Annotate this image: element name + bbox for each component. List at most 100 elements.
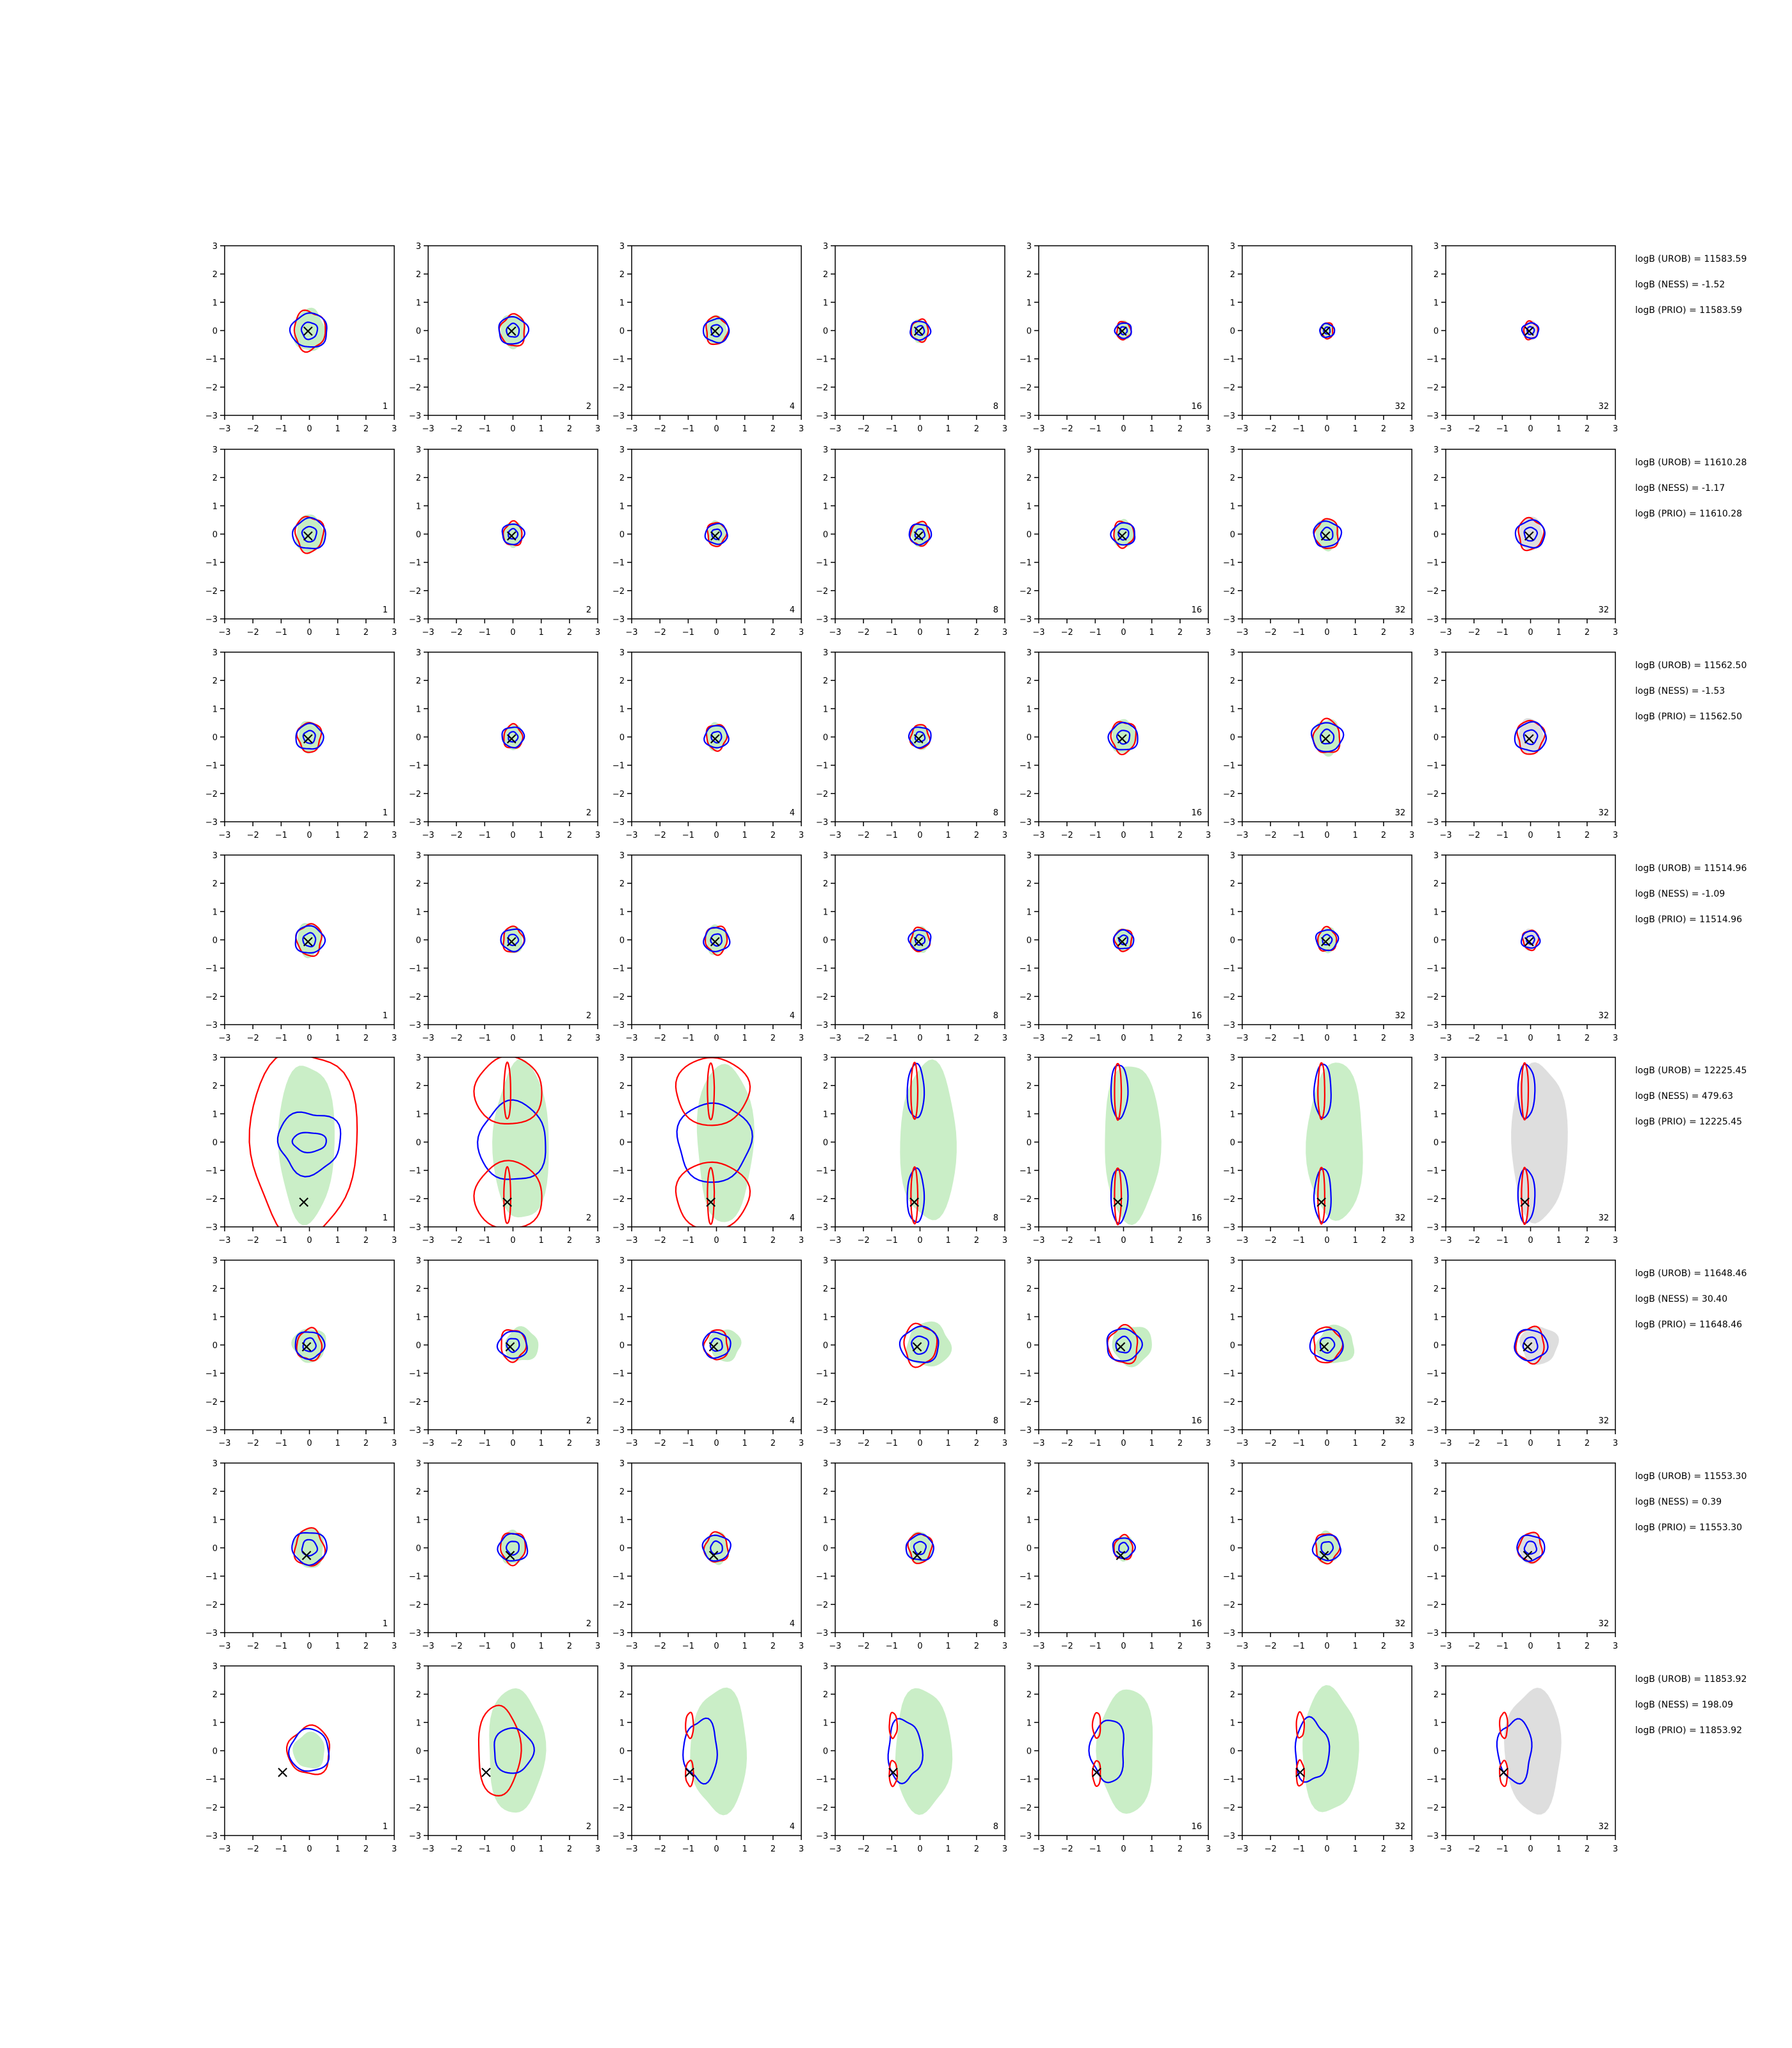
panel-iteration-label: 1 [383, 402, 388, 412]
red-contour [705, 724, 728, 752]
y-tick-label: −1 [1427, 964, 1439, 974]
y-tick-label: −3 [205, 1629, 218, 1638]
y-tick-label: −2 [816, 587, 828, 596]
blue-contour [1520, 930, 1541, 949]
blue-contour [908, 929, 932, 952]
red-contour [1317, 1167, 1326, 1225]
plot-area [473, 1057, 549, 1227]
y-tick-label: −3 [409, 412, 421, 421]
x-tick-label: −3 [422, 628, 434, 637]
true-point-marker: × [886, 1763, 900, 1782]
x-tick-label: −1 [275, 1236, 287, 1245]
y-tick-label: 1 [620, 1516, 625, 1525]
x-tick-label: −3 [1236, 1034, 1248, 1043]
panel-r6-c6: × −3 −2 −1 0 1 2 3 −3 −2 −1 0 1 2 3 32 [1223, 1256, 1414, 1448]
panel-iteration-label: 32 [1395, 1416, 1405, 1426]
y-tick-label: 1 [1027, 298, 1032, 308]
y-tick-label: 2 [1434, 879, 1439, 889]
blue-contour [906, 1167, 925, 1224]
y-tick-label: −3 [409, 1021, 421, 1030]
y-tick-label: −2 [816, 383, 828, 393]
blue-contour [301, 1539, 319, 1557]
red-contour [1114, 1062, 1123, 1121]
y-tick-label: −2 [409, 587, 421, 596]
y-tick-label: 1 [620, 298, 625, 308]
plot-area [703, 722, 730, 752]
panel-iteration-label: 4 [790, 1619, 795, 1629]
x-tick-label: 1 [742, 424, 748, 434]
blue-contour [1116, 730, 1131, 745]
row-annotation-logb: logB (UROB) = 11853.92 [1635, 1674, 1747, 1684]
y-tick-label: −3 [1427, 615, 1439, 625]
plot-area [285, 1724, 330, 1775]
x-tick-label: −2 [1061, 1034, 1073, 1043]
x-tick-label: 2 [1585, 1236, 1590, 1245]
y-tick-label: 2 [212, 676, 218, 686]
y-tick-label: −2 [205, 1601, 218, 1610]
x-tick-label: 0 [1121, 1642, 1126, 1651]
blue-contour [302, 1337, 317, 1352]
y-tick-label: 1 [620, 1718, 625, 1728]
y-tick-label: −1 [1020, 1370, 1032, 1379]
x-tick-label: 3 [1409, 1236, 1414, 1245]
y-tick-label: 1 [1434, 1718, 1439, 1728]
x-tick-label: −2 [1468, 831, 1480, 840]
blue-contour [1319, 323, 1336, 339]
y-tick-label: −1 [612, 355, 625, 365]
y-tick-label: 2 [1434, 676, 1439, 686]
y-tick-label: 0 [416, 1747, 421, 1757]
x-tick-label: 2 [364, 831, 369, 840]
plot-area [477, 1688, 547, 1813]
blue-contour [477, 1099, 547, 1180]
x-tick-label: −1 [479, 1642, 491, 1651]
blue-contour [1526, 326, 1535, 335]
y-tick-label: −2 [1223, 790, 1235, 799]
y-tick-label: −3 [612, 1223, 625, 1233]
x-tick-label: 1 [1149, 628, 1155, 637]
y-tick-label: 1 [212, 502, 218, 511]
x-tick-label: 1 [1353, 628, 1358, 637]
y-tick-label: −2 [1223, 587, 1235, 596]
x-tick-label: 2 [1178, 1642, 1183, 1651]
y-tick-label: 1 [823, 1516, 828, 1525]
y-tick-label: −2 [612, 1804, 625, 1813]
panel-r4-c3: × −3 −2 −1 0 1 2 3 −3 −2 −1 0 1 2 3 4 [612, 851, 804, 1043]
y-tick-label: 3 [620, 851, 625, 861]
x-tick-label: 1 [1556, 1034, 1562, 1043]
x-tick-label: −3 [1032, 424, 1044, 434]
blue-contour [1523, 1540, 1537, 1555]
x-tick-label: 1 [742, 1642, 748, 1651]
panel-iteration-label: 32 [1395, 1011, 1405, 1021]
y-tick-label: 0 [1230, 1747, 1235, 1757]
x-tick-label: −1 [682, 424, 694, 434]
x-tick-label: 1 [539, 628, 544, 637]
plot-area [682, 1687, 747, 1816]
x-tick-label: −3 [422, 831, 434, 840]
x-tick-label: −2 [247, 1642, 259, 1651]
y-tick-label: −1 [1223, 964, 1235, 974]
x-tick-label: 1 [335, 424, 340, 434]
x-tick-label: 1 [335, 1236, 340, 1245]
y-tick-label: −2 [1427, 1195, 1439, 1204]
y-tick-label: −3 [1427, 818, 1439, 828]
true-point-marker: × [1293, 1763, 1308, 1782]
blue-contour [295, 723, 324, 750]
x-tick-label: 3 [1206, 424, 1211, 434]
panel-r3-c3: × −3 −2 −1 0 1 2 3 −3 −2 −1 0 1 2 3 4 [612, 648, 804, 840]
x-tick-label: 3 [1002, 1236, 1007, 1245]
plot-area [1315, 925, 1340, 954]
plot-area [908, 520, 932, 547]
y-tick-label: 1 [1230, 298, 1235, 308]
x-tick-label: 1 [335, 831, 340, 840]
density-fill [1306, 1062, 1363, 1221]
blue-contour [508, 527, 519, 540]
true-point-marker: × [1318, 527, 1332, 546]
y-tick-label: 3 [620, 1459, 625, 1469]
y-tick-label: 3 [823, 1053, 828, 1063]
blue-contour [1522, 1336, 1539, 1354]
y-tick-label: −3 [1020, 1223, 1032, 1233]
y-tick-label: 1 [416, 1313, 421, 1322]
y-tick-label: −2 [205, 1195, 218, 1204]
y-tick-label: −2 [612, 383, 625, 393]
true-point-marker: × [301, 932, 315, 952]
